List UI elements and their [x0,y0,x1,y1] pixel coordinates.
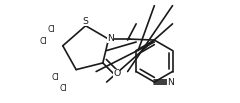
Text: Cl: Cl [51,73,59,82]
Text: N: N [168,78,174,87]
Text: N: N [108,34,114,43]
Text: S: S [82,17,88,26]
Text: Cl: Cl [60,84,67,93]
Text: O: O [113,69,120,78]
Text: Cl: Cl [47,25,55,34]
Text: Cl: Cl [40,37,48,46]
